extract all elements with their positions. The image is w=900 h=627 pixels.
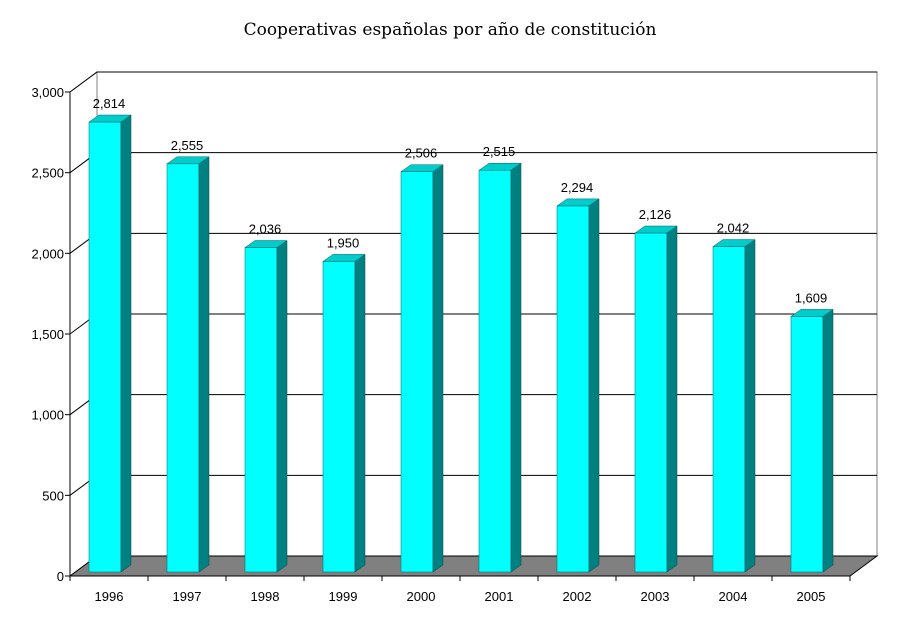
- bar: [556, 205, 590, 573]
- axes: 0 500 1,000 1,500 2,000 2,500 3,000 1996 1997 199…: [31, 85, 851, 604]
- bar-side: [432, 164, 444, 573]
- y-tick-label: 1,500: [31, 327, 64, 342]
- bar-side: [120, 114, 132, 573]
- bar-side: [510, 162, 522, 573]
- bar: [166, 163, 200, 573]
- data-label: 1,609: [795, 290, 828, 305]
- bar: [88, 121, 122, 573]
- bar-top: [322, 254, 366, 262]
- bar: [790, 316, 824, 573]
- y-tick-label: 500: [42, 488, 64, 503]
- data-label: 2,042: [717, 221, 750, 236]
- x-tick-label: 2005: [797, 589, 826, 604]
- bar-side: [744, 239, 756, 573]
- bar-top: [244, 240, 288, 248]
- bar-top: [790, 309, 834, 317]
- bars: [88, 114, 834, 573]
- y-tick-label: 2,000: [31, 246, 64, 261]
- bar: [712, 246, 746, 573]
- gridline: [69, 71, 877, 93]
- bar-side: [198, 156, 210, 573]
- x-tick-label: 1998: [251, 589, 280, 604]
- bar-top: [712, 239, 756, 247]
- data-label: 2,036: [249, 222, 282, 237]
- bar: [322, 261, 356, 573]
- data-label: 2,506: [405, 146, 438, 161]
- y-tick-label: 0: [57, 569, 64, 584]
- bar-top: [634, 225, 678, 234]
- data-label: 2,126: [639, 207, 672, 222]
- x-tick-label: 2003: [641, 589, 670, 604]
- bar-top: [556, 198, 600, 207]
- bar: [244, 247, 278, 573]
- bar-top: [400, 164, 444, 172]
- data-label: 2,814: [93, 96, 126, 111]
- x-tick-label: 2000: [407, 589, 436, 604]
- x-tick-label: 1996: [95, 589, 124, 604]
- y-tick-label: 1,000: [31, 408, 64, 423]
- bar-top: [478, 162, 522, 171]
- bar-side: [588, 198, 600, 573]
- data-label: 2,515: [483, 144, 516, 159]
- data-labels: 2,814 2,555 2,036 1,950 2,506 2,515 2,294 2,126…: [93, 96, 828, 305]
- bar-top: [166, 156, 210, 165]
- bar: [634, 232, 668, 573]
- bar-side: [276, 240, 288, 573]
- bar: [400, 171, 434, 573]
- chart-title: Cooperativas españolas por año de consti…: [243, 20, 657, 40]
- x-tick-label: 2004: [719, 589, 748, 604]
- bar-side: [354, 253, 366, 573]
- data-label: 2,294: [561, 180, 594, 195]
- y-tick-label: 3,000: [31, 85, 64, 100]
- x-tick-label: 1997: [173, 589, 202, 604]
- bar-side: [822, 308, 834, 573]
- y-tick-label: 2,500: [31, 166, 64, 181]
- x-tick-label: 2001: [485, 589, 514, 604]
- data-label: 1,950: [327, 235, 360, 250]
- x-tick-label: 1999: [329, 589, 358, 604]
- bar-top: [88, 114, 132, 123]
- x-tick-label: 2002: [563, 589, 592, 604]
- bar: [478, 169, 512, 573]
- bar-side: [666, 225, 678, 573]
- data-label: 2,555: [171, 138, 204, 153]
